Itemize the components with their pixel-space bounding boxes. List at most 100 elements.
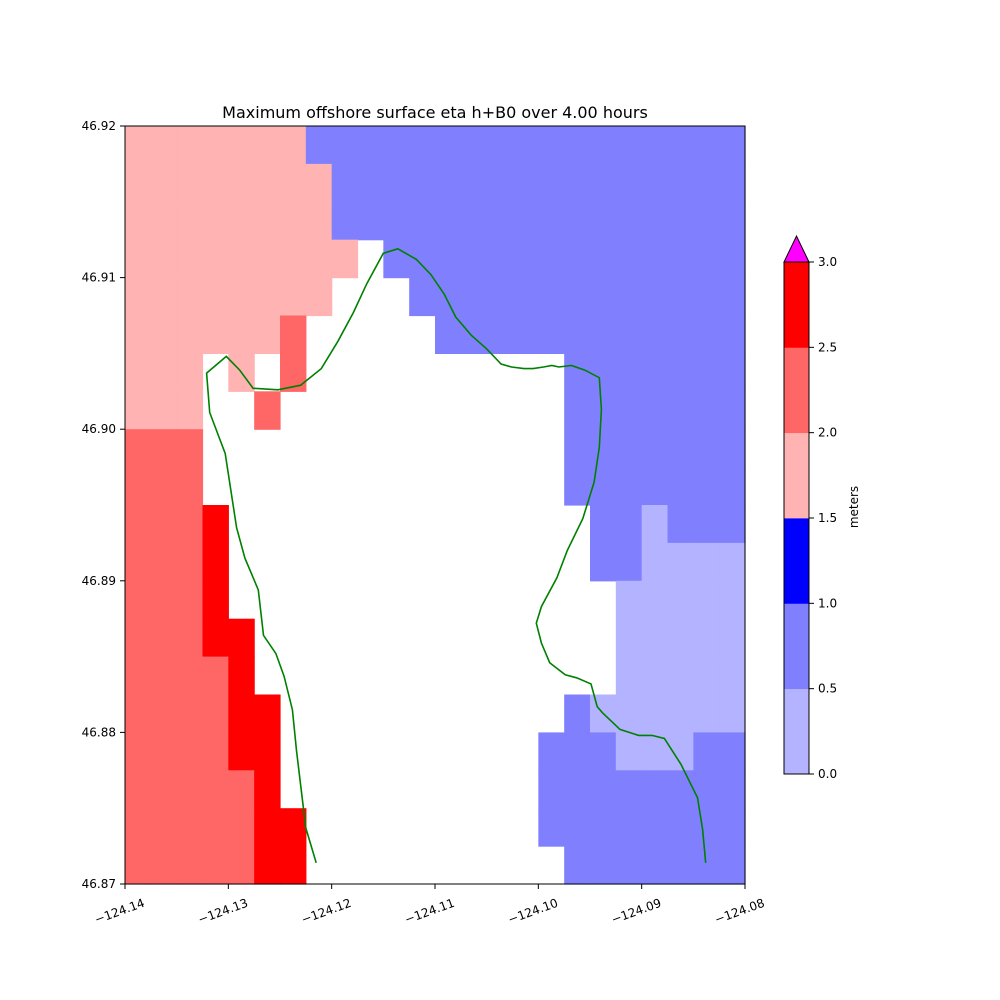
colorbar-tick-label: 1.5 [818,511,837,525]
heatmap-cell [125,542,152,582]
heatmap-cell [667,846,694,885]
heatmap-cell [305,239,333,279]
colorbar-segment [784,262,809,348]
heatmap-cell [150,163,178,203]
heatmap-cell [176,694,204,733]
heatmap-cell [615,353,643,392]
heatmap-cell [590,126,617,165]
heatmap-cell [615,467,643,506]
heatmap-cell [176,163,204,203]
heatmap-cell [719,239,746,279]
heatmap-cell [693,618,720,658]
heatmap-cell [254,694,281,733]
heatmap-cell [409,201,436,241]
heatmap-cell [564,315,591,354]
heatmap-cell [564,201,591,241]
heatmap-cell [693,732,720,771]
heatmap-cell [383,126,410,165]
heatmap-cell [512,201,539,241]
heatmap-cell [202,694,229,733]
heatmap-cell [357,126,384,165]
heatmap-cell [719,732,746,771]
heatmap-cell [150,505,178,544]
heatmap-cell [125,353,152,392]
heatmap-cell [641,391,669,430]
heatmap-cell [641,277,669,317]
heatmap-cell [719,126,746,165]
heatmap-cell [615,694,643,733]
heatmap-cell [125,467,152,506]
heatmap-cell [176,732,204,771]
heatmap-cell [564,770,591,809]
heatmap-cell [564,163,591,203]
heatmap-cell [719,580,746,620]
heatmap-cell [409,126,436,165]
heatmap-cell [435,239,462,279]
heatmap-cell [590,163,617,203]
heatmap-cell [719,353,746,392]
heatmap-cell [254,732,281,771]
heatmap-cell [460,277,488,317]
heatmap-cell [125,429,152,468]
heatmap-cell [409,239,436,279]
y-tick-label: 46.88 [82,725,116,739]
heatmap-cell [125,126,152,165]
heatmap-cell [176,391,204,430]
heatmap-cell [228,315,255,354]
heatmap-cell [383,163,410,203]
heatmap-cell [486,201,514,241]
heatmap-cell [538,732,565,771]
heatmap-cell [615,201,643,241]
heatmap-cell [693,542,720,582]
heatmap-cell [202,846,229,885]
x-tick-label: −124.10 [506,896,560,927]
heatmap-cell [512,126,539,165]
y-tick-label: 46.87 [82,877,116,891]
heatmap-cell [150,732,178,771]
heatmap-cell [615,163,643,203]
heatmap-cell [615,126,643,165]
heatmap-cell [202,542,229,582]
heatmap-cell [693,505,720,544]
colorbar-extend-arrow [783,234,810,263]
heatmap-cell [590,467,617,506]
heatmap-cell [538,239,565,279]
heatmap-cell [305,163,333,203]
y-tick-label: 46.90 [82,422,116,436]
heatmap-cell [641,618,669,658]
heatmap-cell [615,277,643,317]
heatmap-cell [641,239,669,279]
x-tick-label: −124.09 [609,896,663,927]
heatmap-cell [564,694,591,733]
colorbar-segment [784,603,809,690]
heatmap-cell [176,239,204,279]
heatmap-cell [615,808,643,847]
heatmap-cell [228,770,255,809]
heatmap-cell [125,846,152,885]
chart-title: Maximum offshore surface eta h+B0 over 4… [222,103,648,122]
heatmap-cell [280,808,307,847]
heatmap-cell [564,429,591,468]
heatmap-cell [590,808,617,847]
heatmap-cell [667,770,694,809]
heatmap-cell [615,846,643,885]
heatmap-cell [254,770,281,809]
colorbar-tick-label: 2.5 [818,340,837,354]
colorbar-tick-label: 2.0 [818,426,837,440]
heatmap-cell [693,580,720,620]
heatmap-cell [254,239,281,279]
colorbar-tick-label: 0.5 [818,682,837,696]
heatmap-cell [615,239,643,279]
heatmap-cell [202,580,229,620]
heatmap-cell [176,315,204,354]
heatmap-cell [615,542,643,582]
heatmap-cell [564,846,591,885]
heatmap-cell [641,808,669,847]
heatmap-cell [590,239,617,279]
heatmap-cell [719,163,746,203]
x-axis: −124.14 −124.13 −124.12 −124.11 −124.10 −124.… [93,884,766,927]
heatmap-cell [460,315,488,354]
heatmap-cell [641,126,669,165]
heatmap-cell [538,277,565,317]
